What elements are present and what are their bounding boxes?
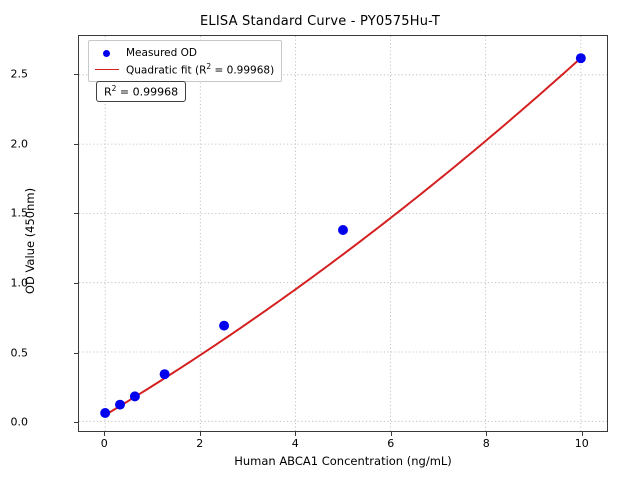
legend-entry-quadratic-fit: Quadratic fit (R2 = 0.99968) [94, 61, 274, 77]
r2-suffix: = 0.99968 [116, 85, 179, 99]
y-tick-mark [74, 213, 78, 215]
y-tick-label: 0.5 [10, 346, 29, 360]
data-layer [100, 53, 586, 418]
r2-prefix: R [104, 85, 112, 99]
chart-legend: Measured OD Quadratic fit (R2 = 0.99968) [88, 40, 283, 82]
y-tick-mark [74, 352, 78, 354]
y-axis-label: OD Value (450nm) [23, 187, 37, 295]
y-tick-label: 1.5 [10, 206, 29, 220]
x-tick-mark [390, 432, 392, 436]
legend-fit-suffix: = 0.99968) [211, 64, 275, 77]
y-tick-mark [74, 282, 78, 284]
legend-label-measured-od: Measured OD [126, 47, 197, 59]
data-point [115, 399, 125, 410]
x-tick-label: 4 [291, 437, 299, 450]
x-tick-mark [295, 432, 297, 436]
grid-layer [79, 36, 607, 431]
x-tick-label: 8 [482, 437, 490, 450]
y-tick-label: 0.0 [10, 415, 29, 429]
x-tick-label: 6 [387, 437, 395, 450]
y-tick-label: 1.0 [10, 276, 29, 290]
chart-title: ELISA Standard Curve - PY0575Hu-T [199, 14, 441, 29]
x-tick-label: 0 [100, 437, 108, 450]
y-tick-mark [74, 143, 78, 145]
quadratic-fit-line [104, 57, 582, 417]
legend-fit-prefix: Quadratic fit (R [126, 64, 207, 77]
x-tick-mark [104, 432, 106, 436]
x-tick-label: 2 [196, 437, 204, 450]
data-point [575, 53, 586, 64]
data-point [159, 369, 170, 380]
data-point [219, 320, 230, 331]
legend-fit-superscript: 2 [206, 61, 212, 71]
legend-label-quadratic-fit: Quadratic fit (R2 = 0.99968) [126, 62, 274, 77]
gridlines [79, 36, 607, 431]
measured-od-points [100, 53, 586, 418]
r-squared-annotation: R2 = 0.99968 [96, 81, 187, 102]
red-line-marker-icon [94, 63, 120, 75]
legend-entry-measured-od: Measured OD [94, 45, 274, 61]
data-point [129, 391, 140, 402]
x-tick-mark [581, 432, 583, 436]
blue-dot-marker-icon [94, 47, 120, 59]
x-tick-label: 10 [574, 437, 589, 450]
y-tick-mark [74, 422, 78, 424]
y-tick-label: 2.5 [10, 67, 29, 81]
y-tick-label: 2.0 [10, 137, 29, 151]
data-point [100, 408, 111, 418]
r2-superscript: 2 [111, 84, 117, 93]
x-axis-label: Human ABCA1 Concentration (ng/mL) [234, 454, 452, 468]
x-tick-mark [486, 432, 488, 436]
x-tick-mark [199, 432, 201, 436]
data-point [338, 225, 348, 236]
y-tick-mark [74, 74, 78, 75]
